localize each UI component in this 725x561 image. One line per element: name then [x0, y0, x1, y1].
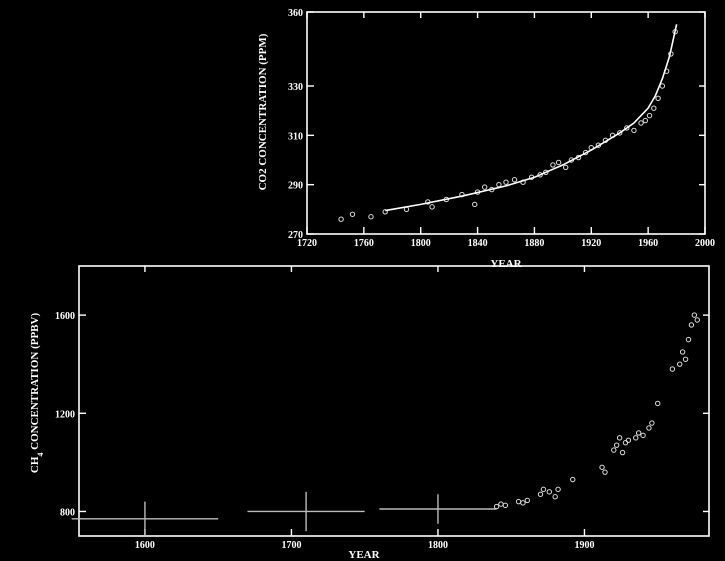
ch4-x-tick-label: 1800 — [428, 540, 448, 551]
ch4-data-point — [498, 501, 504, 507]
ch4-data-point — [613, 442, 620, 448]
ch4-data-point — [655, 400, 661, 407]
ch4-data-point — [520, 500, 526, 506]
co2-data-marks — [338, 24, 678, 222]
ch4-data-point — [540, 486, 547, 493]
ch4-y-tick-label: 1600 — [55, 311, 75, 322]
ch4-x-tick-label: 1900 — [574, 540, 594, 551]
ch4-data-point — [493, 503, 500, 510]
co2-data-point — [503, 179, 509, 185]
co2-data-point — [651, 105, 657, 111]
ch4-x-tick-label: 1700 — [281, 540, 301, 551]
co2-y-tick-label: 270 — [288, 230, 303, 241]
ch4-data-point — [676, 361, 683, 367]
ch4-y-axis-title-sub: 4 — [36, 453, 45, 457]
co2-x-axis-title: YEAR — [490, 258, 522, 270]
ch4-data-point — [555, 486, 561, 493]
co2-data-point — [472, 201, 478, 208]
ch4-data-point — [633, 435, 639, 441]
ch4-y-tick-label: 800 — [60, 507, 75, 518]
ch4-x-axis: 1600 1700 1800 1900 — [135, 266, 594, 551]
co2-data-point — [543, 169, 549, 176]
ch4-data-point — [649, 420, 655, 426]
ch4-data-point — [691, 312, 698, 318]
ch4-data-point — [635, 430, 642, 436]
ch4-chart: 1600 1700 1800 1900 800 1200 1600 YEAR CH4 CO… — [29, 265, 710, 561]
ch4-data-point — [646, 425, 652, 431]
ch4-y-axis-title-main: CH — [29, 456, 41, 473]
co2-data-point — [368, 214, 374, 220]
co2-x-tick-label: 1880 — [524, 238, 544, 249]
co2-data-point — [550, 162, 556, 168]
ch4-data-point — [599, 464, 605, 470]
co2-data-point — [511, 177, 518, 183]
co2-data-point — [638, 120, 644, 126]
ch4-data-point — [685, 336, 692, 343]
co2-data-point — [655, 95, 661, 102]
ch4-data-point — [619, 449, 626, 456]
co2-x-tick-label: 2000 — [695, 238, 715, 249]
co2-data-point — [646, 112, 653, 119]
ch4-data-point — [622, 440, 629, 446]
co2-y-tick-label: 360 — [288, 8, 303, 19]
co2-data-point — [563, 164, 569, 171]
ch4-data-point — [679, 349, 686, 355]
co2-data-point — [429, 204, 435, 210]
ch4-data-point — [611, 447, 617, 453]
co2-data-point — [555, 159, 562, 166]
co2-y-axis: 270 290 310 330 360 — [288, 8, 705, 241]
ch4-data-point — [552, 494, 558, 500]
co2-data-point — [624, 125, 630, 131]
co2-data-point — [642, 117, 648, 124]
co2-y-tick-label: 310 — [288, 131, 303, 142]
co2-data-point — [617, 130, 623, 136]
co2-data-point — [338, 216, 344, 222]
ch4-data-point — [625, 437, 632, 443]
ch4-data-point — [524, 497, 531, 504]
ch4-data-point — [688, 322, 695, 328]
ch4-data-point — [515, 498, 522, 505]
co2-data-point — [481, 184, 488, 190]
co2-y-tick-label: 290 — [288, 181, 303, 192]
co2-fit-curve — [385, 24, 678, 212]
co2-x-tick-label: 1960 — [638, 238, 658, 249]
ch4-data-point — [502, 502, 509, 509]
co2-data-point — [631, 127, 637, 134]
co2-data-point — [382, 209, 388, 215]
ch4-data-point — [616, 435, 623, 441]
ch4-data-point — [602, 469, 608, 475]
co2-y-tick-label: 330 — [288, 82, 303, 93]
co2-x-tick-label: 1800 — [411, 238, 431, 249]
ch4-data-point — [537, 491, 544, 497]
co2-y-axis-title: CO2 CONCENTRATION (PPM) — [257, 33, 269, 190]
ch4-y-axis-title-rest: CONCENTRATION (PPBV) — [29, 313, 41, 453]
ch4-y-tick-label: 1200 — [55, 409, 75, 420]
co2-plot-frame — [306, 11, 706, 235]
ch4-data-marks — [71, 312, 700, 536]
co2-x-tick-label: 1920 — [581, 238, 601, 249]
ch4-data-point — [682, 356, 689, 362]
ch4-data-point — [546, 489, 553, 495]
ch4-x-tick-label: 1600 — [135, 540, 155, 551]
ch4-y-axis: 800 1200 1600 — [55, 311, 709, 518]
co2-chart: 1720 1760 1800 1840 1880 1920 1960 2000 270 290 3… — [257, 8, 715, 270]
ch4-data-point — [669, 366, 676, 372]
co2-x-tick-label: 1840 — [468, 238, 488, 249]
ch4-plot-frame — [78, 265, 710, 537]
co2-x-axis: 1720 1760 1800 1840 1880 1920 1960 2000 — [297, 12, 715, 249]
co2-x-tick-label: 1720 — [297, 238, 317, 249]
ch4-data-point — [640, 432, 646, 439]
co2-x-tick-label: 1760 — [354, 238, 374, 249]
co2-data-point — [537, 172, 543, 178]
ch4-data-point — [570, 476, 576, 483]
ch4-y-axis-title: CH4 CONCENTRATION (PPBV) — [29, 313, 45, 474]
co2-data-point — [349, 211, 356, 217]
ch4-x-axis-title: YEAR — [348, 549, 380, 561]
ch4-data-point — [694, 317, 700, 323]
co2-data-point — [496, 181, 502, 188]
